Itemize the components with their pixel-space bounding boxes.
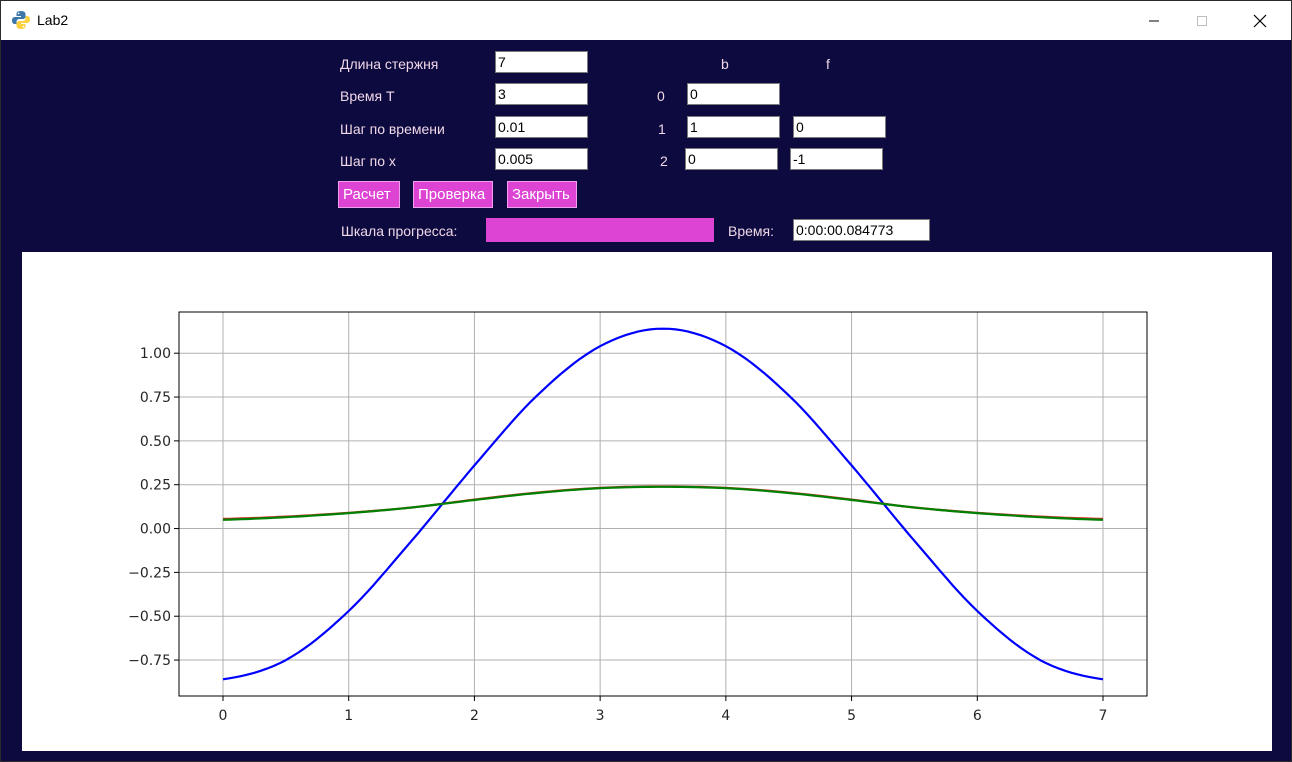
close-button[interactable]: Закрыть [507,181,577,208]
python-icon [12,11,30,29]
y-tick-label: −0.75 [128,653,171,669]
line-chart: 0 1 2 3 4 5 6 7 −0.75 −0.50 −0.25 0.00 0.25 0.50 0.75 1… [128,311,1148,724]
calculate-button[interactable]: Расчет [338,181,400,208]
f1-input[interactable]: 0 [793,116,886,138]
y-tick-label: −0.25 [128,565,171,581]
b2-input[interactable]: 0 [685,148,778,170]
progress-bar [486,218,714,242]
x-tick-label: 6 [973,708,982,724]
b1-input[interactable]: 1 [687,116,780,138]
window-title: Lab2 [37,12,69,28]
time-t-input[interactable]: 3 [495,83,588,105]
rod-length-input[interactable]: 7 [495,51,588,73]
title-bar: Lab2 [1,1,1291,40]
close-window-button[interactable] [1237,1,1283,40]
column-f-header: f [826,56,830,72]
x-tick-label: 1 [344,708,353,724]
maximize-button[interactable] [1179,1,1225,40]
series-0-line [222,327,1104,681]
series-1-line [222,485,1104,520]
y-tick-label: 0.00 [140,522,171,538]
progress-label: Шкала прогресса: [341,223,458,239]
plot-canvas: 0 1 2 3 4 5 6 7 −0.75 −0.50 −0.25 0.00 0.25 0.50 0.75 1… [22,252,1272,751]
x-tick-label: 5 [847,708,856,724]
time-step-label: Шаг по времени [340,121,445,137]
elapsed-time-field[interactable]: 0:00:00.084773 [793,219,930,241]
minimize-icon [1149,20,1159,21]
row-0-index: 0 [657,88,665,104]
check-button[interactable]: Проверка [413,181,493,208]
x-tick-label: 0 [219,708,228,724]
time-t-label: Время T [340,88,395,104]
x-tick-label: 2 [470,708,479,724]
plot-frame [178,311,1148,697]
minimize-button[interactable] [1131,1,1177,40]
elapsed-time-label: Время: [728,223,775,239]
y-tick-label: 0.25 [140,478,171,494]
rod-length-label: Длина стержня [340,56,439,72]
y-tick-label: 1.00 [140,346,171,362]
series-2-line [222,485,1104,521]
x-step-label: Шаг по x [340,153,396,169]
b0-input[interactable]: 0 [687,83,780,105]
f2-input[interactable]: -1 [790,148,883,170]
row-2-index: 2 [660,153,668,169]
column-b-header: b [721,56,729,72]
x-tick-label: 4 [721,708,730,724]
x-step-input[interactable]: 0.005 [495,148,588,170]
y-tick-label: 0.75 [140,390,171,406]
x-tick-label: 3 [596,708,605,724]
y-tick-label: −0.50 [128,609,171,625]
close-icon [1253,14,1267,27]
time-step-input[interactable]: 0.01 [495,116,588,138]
y-tick-label: 0.50 [140,434,171,450]
row-1-index: 1 [658,121,666,137]
maximize-icon [1197,15,1207,26]
x-tick-label: 7 [1099,708,1108,724]
